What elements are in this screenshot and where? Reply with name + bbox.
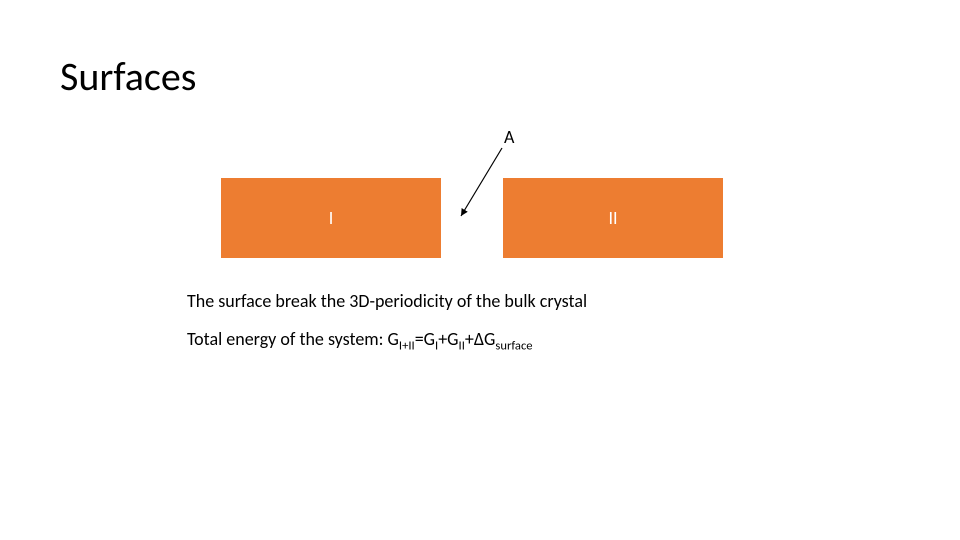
- eq-delta: Δ: [474, 328, 484, 350]
- diagram-block-I-label: I: [329, 207, 334, 229]
- eq-G1: G: [388, 328, 399, 350]
- annotation-label-A: A: [504, 126, 514, 148]
- eq-sub4: surface: [495, 339, 532, 354]
- slide-title: Surfaces: [60, 52, 196, 101]
- eq-G2: G: [484, 328, 495, 350]
- slide-root: Surfaces I II A The surface break the 3D…: [0, 0, 960, 540]
- eq-sub1: I+II: [399, 339, 415, 354]
- caption-periodicity: The surface break the 3D-periodicity of …: [187, 290, 587, 312]
- eq-plus2: +: [465, 328, 474, 350]
- diagram-block-II: II: [503, 178, 723, 258]
- diagram-block-II-label: II: [608, 207, 617, 229]
- eq-prefix: Total energy of the system:: [187, 328, 388, 350]
- caption-energy-equation: Total energy of the system: GI+II=GI+GII…: [187, 328, 533, 354]
- diagram-block-I: I: [221, 178, 441, 258]
- eq-eq: =G: [415, 328, 435, 350]
- eq-plus1: +G: [438, 328, 458, 350]
